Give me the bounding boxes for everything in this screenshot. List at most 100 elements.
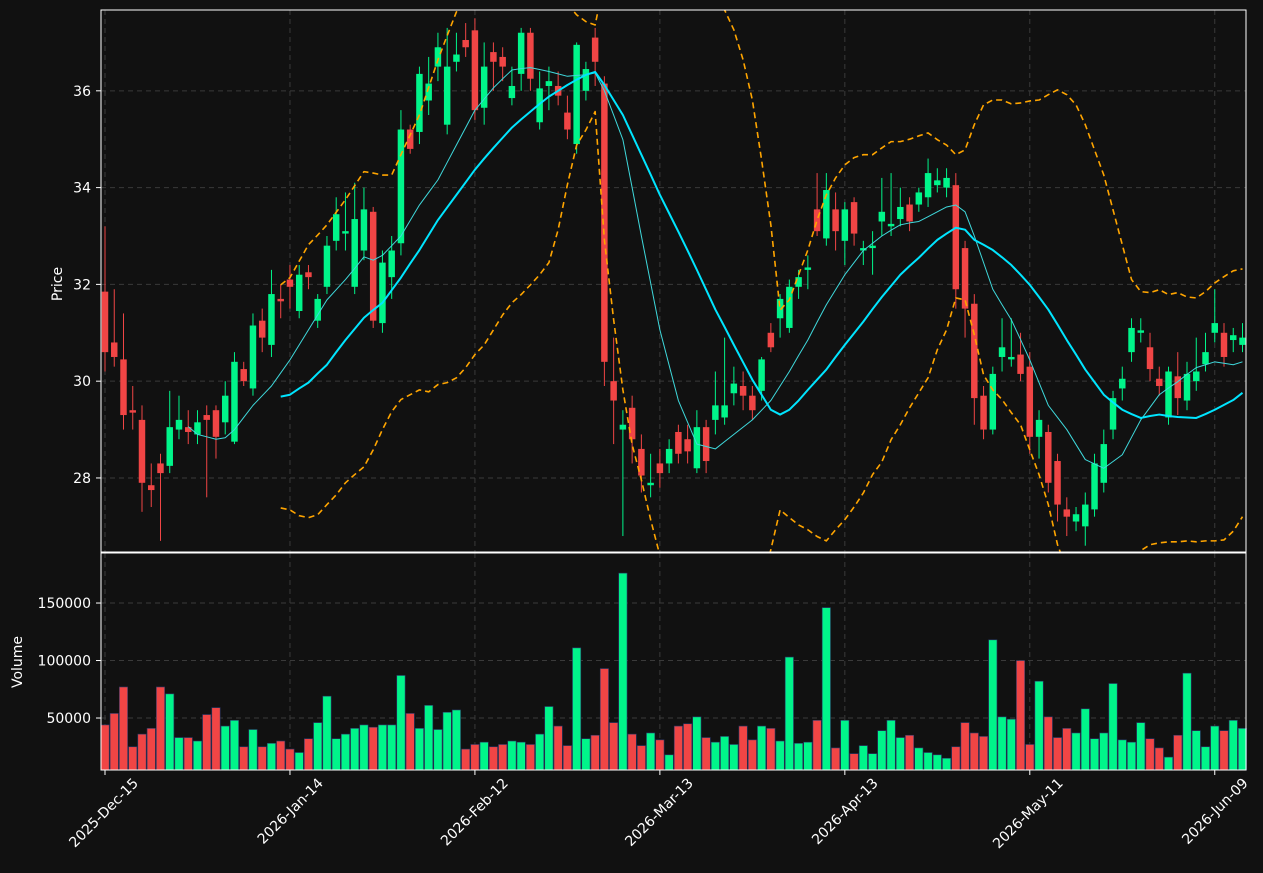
candle-body [786, 286, 793, 328]
volume-bar [498, 744, 508, 771]
volume-bar [368, 726, 378, 771]
volume-bar [942, 757, 952, 771]
volume-bar [294, 752, 304, 771]
volume-bar [969, 732, 979, 771]
price-panel-frame [100, 9, 1247, 553]
candle-body [684, 439, 691, 452]
volume-bar [794, 743, 804, 771]
candle-body [120, 359, 127, 416]
candle-body [425, 83, 432, 101]
candle-body [545, 81, 553, 86]
volume-bar [1034, 680, 1044, 771]
volume-bar [951, 746, 961, 771]
candle-body [221, 395, 229, 423]
volume-bar [128, 746, 138, 771]
candle-body [665, 448, 673, 464]
volume-bar [618, 572, 628, 771]
candle-body [1202, 352, 1209, 365]
candle-body [1239, 337, 1246, 345]
candle-body [314, 298, 321, 321]
volume-panel-frame [100, 552, 1247, 771]
candle-body [998, 347, 1006, 357]
candle-body [527, 32, 534, 79]
candle-body [434, 47, 442, 67]
volume-bar [858, 745, 868, 771]
volume-tick-label: 50000 [46, 711, 91, 727]
candle-body [1072, 514, 1080, 522]
candle-body [157, 463, 164, 474]
volume-bar [146, 728, 156, 771]
volume-bar [1219, 730, 1229, 771]
candle-body [1211, 323, 1218, 333]
volume-bar [766, 728, 776, 771]
volume-axis-label: Volume [10, 636, 26, 688]
candle-body [323, 245, 331, 287]
volume-bar [285, 748, 295, 771]
volume-bar [350, 728, 360, 771]
candle-body [1026, 366, 1034, 437]
volume-bar [886, 720, 896, 771]
volume-bar [340, 733, 350, 771]
candle-body [897, 206, 904, 220]
candle-body [841, 209, 849, 241]
overlay-layer [187, 10, 1244, 552]
volume-bar [1108, 683, 1118, 771]
volume-bar [1238, 728, 1247, 771]
y-tick-label: 34 [73, 181, 91, 197]
candle-body [1082, 504, 1089, 527]
candle-body [1156, 378, 1163, 387]
candle-body [490, 52, 497, 62]
volume-bar [516, 741, 526, 771]
candle-body [369, 211, 377, 321]
candle-body [351, 219, 358, 287]
volume-bar [525, 744, 535, 771]
candle-body [564, 112, 571, 130]
candle-body [101, 291, 109, 353]
candle-body [1128, 327, 1135, 353]
candle-body [850, 202, 858, 234]
volume-bar [1080, 708, 1090, 771]
candle-body [388, 250, 395, 278]
candle-body [961, 248, 969, 309]
volume-bar [914, 747, 924, 771]
volume-bar [267, 743, 276, 771]
candle-body [721, 405, 728, 418]
candle-body [860, 248, 867, 251]
volume-bar [230, 720, 239, 771]
candle-body [268, 294, 275, 345]
candle-body [952, 185, 960, 290]
volume-bar [193, 740, 202, 771]
candle-body [712, 405, 719, 420]
candle-body [277, 298, 284, 302]
y-tick-label: 30 [73, 374, 91, 390]
candle-body [638, 448, 645, 476]
volume-bar [1154, 747, 1164, 771]
volume-bar [1127, 741, 1136, 771]
volume-bar [414, 728, 424, 771]
candle-body [1091, 463, 1098, 510]
volume-bar [627, 733, 637, 771]
candle-body [508, 85, 516, 99]
volume-bar [673, 725, 683, 771]
volume-bar [636, 745, 646, 771]
volume-bar [1210, 725, 1220, 771]
candle-body [166, 427, 173, 466]
candle-body [184, 427, 192, 432]
volume-bar [442, 711, 452, 771]
volume-bar [137, 733, 147, 771]
volume-bar [553, 725, 563, 771]
volume-bar [276, 740, 286, 771]
candle-body [1174, 376, 1182, 399]
volume-bar [747, 739, 757, 771]
volume-bar [535, 733, 545, 771]
y-tick-label: 36 [73, 84, 91, 100]
candle-body [971, 303, 978, 399]
candle-body [416, 73, 423, 132]
candle-body [295, 274, 303, 312]
candle-body [601, 83, 608, 362]
candle-body [286, 279, 294, 287]
volume-bar [849, 753, 859, 771]
candle-body [240, 369, 247, 382]
candle-body [915, 192, 923, 205]
